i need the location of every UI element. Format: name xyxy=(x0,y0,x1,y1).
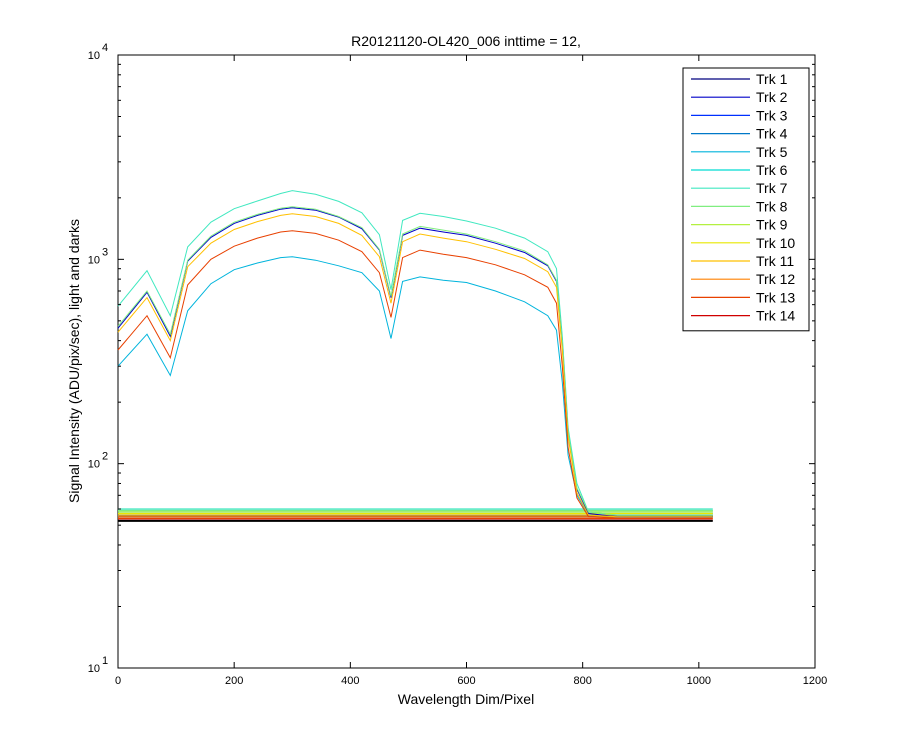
series-layer xyxy=(117,190,713,522)
series-line xyxy=(117,230,713,519)
legend-label: Trk 4 xyxy=(756,126,788,142)
y-tick-label-exponent: 1 xyxy=(102,655,108,667)
legend-box xyxy=(682,67,810,332)
series-line xyxy=(117,207,713,518)
legend-label: Trk 10 xyxy=(756,235,795,251)
legend-label: Trk 14 xyxy=(756,308,795,324)
legend-label: Trk 7 xyxy=(756,180,788,196)
y-tick-label: 10 xyxy=(88,459,100,471)
y-tick-label: 10 xyxy=(88,663,100,675)
x-tick-label: 800 xyxy=(573,675,591,687)
legend: Trk 1 Trk 2 Trk 3 Trk 4 Trk 5 Trk 6 Trk 7 Trk 8… xyxy=(682,67,810,332)
series-line xyxy=(117,213,713,518)
legend-label: Trk 11 xyxy=(756,253,794,269)
y-tick-label-exponent: 2 xyxy=(102,451,108,463)
series-line xyxy=(117,206,713,516)
y-tick-label-exponent: 3 xyxy=(102,246,108,258)
legend-label: Trk 12 xyxy=(756,271,795,287)
y-tick-label-exponent: 4 xyxy=(102,42,108,54)
legend-label: Trk 9 xyxy=(756,217,788,233)
x-tick-label: 400 xyxy=(341,675,359,687)
y-axis-label: Signal Intensity (ADU/pix/sec), light an… xyxy=(66,219,82,503)
chart-title: R20121120-OL420_006 inttime = 12, xyxy=(351,33,581,49)
legend-label: Trk 6 xyxy=(756,162,788,178)
legend-label: Trk 1 xyxy=(756,71,788,87)
x-tick-label: 0 xyxy=(115,675,121,687)
x-tick-label: 1000 xyxy=(687,675,711,687)
y-tick-label: 10 xyxy=(88,50,100,62)
x-tick-label: 1200 xyxy=(803,675,827,687)
legend-label: Trk 2 xyxy=(756,89,788,105)
legend-label: Trk 3 xyxy=(756,107,788,123)
x-axis-label: Wavelength Dim/Pixel xyxy=(398,691,534,707)
legend-label: Trk 5 xyxy=(756,144,788,160)
legend-label: Trk 8 xyxy=(756,198,788,214)
y-tick-label: 10 xyxy=(88,254,100,266)
x-tick-label: 600 xyxy=(457,675,475,687)
x-tick-label: 200 xyxy=(225,675,243,687)
legend-label: Trk 13 xyxy=(756,289,795,305)
